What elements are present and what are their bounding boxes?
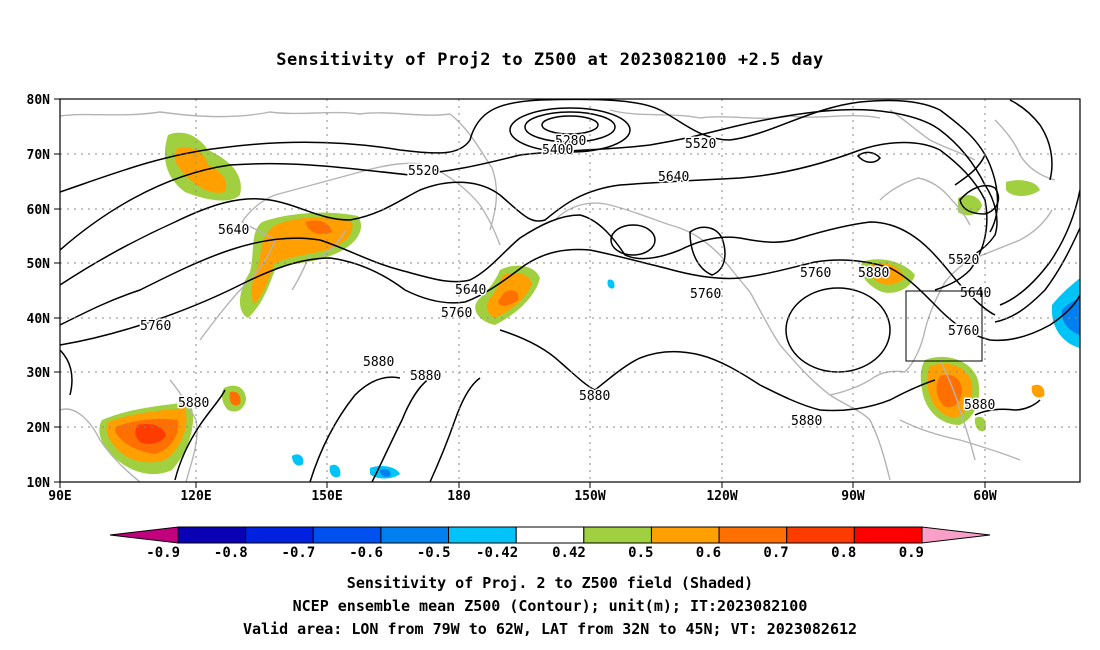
lat-label: 30N xyxy=(27,366,51,381)
lat-label: 10N xyxy=(27,476,51,491)
latitude-labels: 80N 70N 60N 50N 40N 30N 20N 10N xyxy=(27,93,51,491)
z500-contours xyxy=(60,99,1080,482)
colorbar-cell xyxy=(515,526,585,544)
colorbar-label: 0.42 xyxy=(552,545,586,561)
longitude-labels: 90E 120E 150E 180 150W 120W 90W 60W xyxy=(48,489,997,504)
contour-label: 5760 xyxy=(140,319,171,334)
lon-label: 150E xyxy=(311,489,342,504)
map-frame xyxy=(59,98,1081,483)
colorbar-label: -0.8 xyxy=(214,545,248,561)
colorbar-cell xyxy=(177,526,247,544)
lat-label: 50N xyxy=(27,257,51,272)
colorbar-cell xyxy=(583,526,652,544)
colorbar-label: 0.7 xyxy=(763,545,788,561)
contour-label: 5520 xyxy=(948,253,979,268)
contour-label: 5760 xyxy=(690,287,721,302)
lat-label: 80N xyxy=(27,93,51,108)
contour-labels: 5280 5400 5520 5520 5520 5640 5640 5640 … xyxy=(139,133,997,431)
contour-label: 5880 xyxy=(579,389,610,404)
colorbar-cell xyxy=(448,526,517,544)
grid-lines xyxy=(60,99,1080,482)
contour-label: 5880 xyxy=(363,355,394,370)
colorbar-cell xyxy=(245,526,314,544)
lon-label: 90W xyxy=(841,489,865,504)
colorbar-label: -0.7 xyxy=(282,545,316,561)
contour-label: 5880 xyxy=(410,369,441,384)
colorbar-cell xyxy=(650,526,720,544)
lon-label: 120W xyxy=(706,489,737,504)
colorbar-label: -0.9 xyxy=(146,545,180,561)
colorbar-cell xyxy=(718,526,788,544)
colorbar-cell xyxy=(380,526,450,544)
colorbar-label: -0.42 xyxy=(476,545,518,561)
contour-label: 5640 xyxy=(658,170,689,185)
valid-area-box xyxy=(905,290,983,362)
colorbar-cell xyxy=(786,526,855,544)
colorbar-label: 0.9 xyxy=(899,545,924,561)
colorbar-label: 0.6 xyxy=(696,545,721,561)
contour-label: 5880 xyxy=(791,414,822,429)
lon-label: 180 xyxy=(447,489,471,504)
colorbar-label: 0.5 xyxy=(628,545,653,561)
colorbar-label: -0.5 xyxy=(417,545,451,561)
contour-label: 5400 xyxy=(542,143,573,158)
caption-line-1: Sensitivity of Proj. 2 to Z500 field (Sh… xyxy=(346,574,754,592)
colorbar: -0.9 -0.8 -0.7 -0.6 -0.5 -0.42 0.42 0.5 0.6 0.7 0.… xyxy=(109,526,991,561)
lat-label: 20N xyxy=(27,421,51,436)
axis-ticks xyxy=(54,98,986,488)
contour-label: 5760 xyxy=(800,266,831,281)
lat-label: 40N xyxy=(27,312,51,327)
lon-label: 120E xyxy=(180,489,211,504)
colorbar-cell xyxy=(853,526,923,544)
map-title: Sensitivity of Proj2 to Z500 at 20230821… xyxy=(276,50,824,70)
contour-label: 5880 xyxy=(858,266,889,281)
contour-label: 5880 xyxy=(178,396,209,411)
contour-label: 5520 xyxy=(408,164,439,179)
lon-label: 90E xyxy=(48,489,71,504)
lat-label: 70N xyxy=(27,148,51,163)
colorbar-label: -0.6 xyxy=(349,545,383,561)
contour-label: 5640 xyxy=(960,286,991,301)
contour-label: 5280 xyxy=(555,134,586,149)
contour-label: 5520 xyxy=(685,137,716,152)
lon-label: 150W xyxy=(574,489,605,504)
contour-label: 5640 xyxy=(218,223,249,238)
lon-label: 60W xyxy=(973,489,997,504)
caption-line-2: NCEP ensemble mean Z500 (Contour); unit(… xyxy=(292,597,808,615)
lat-label: 60N xyxy=(27,203,51,218)
colorbar-left-arrow xyxy=(109,526,179,544)
colorbar-right-arrow xyxy=(921,526,991,544)
sensitivity-shading xyxy=(99,132,1080,479)
caption-line-3: Valid area: LON from 79W to 62W, LAT fro… xyxy=(242,620,858,638)
colorbar-label: 0.8 xyxy=(831,545,856,561)
colorbar-cell xyxy=(312,526,382,544)
coastlines xyxy=(60,109,1056,482)
contour-label: 5880 xyxy=(964,398,995,413)
contour-label: 5640 xyxy=(455,283,486,298)
contour-label: 5760 xyxy=(441,306,472,321)
contour-label: 5760 xyxy=(948,324,979,339)
